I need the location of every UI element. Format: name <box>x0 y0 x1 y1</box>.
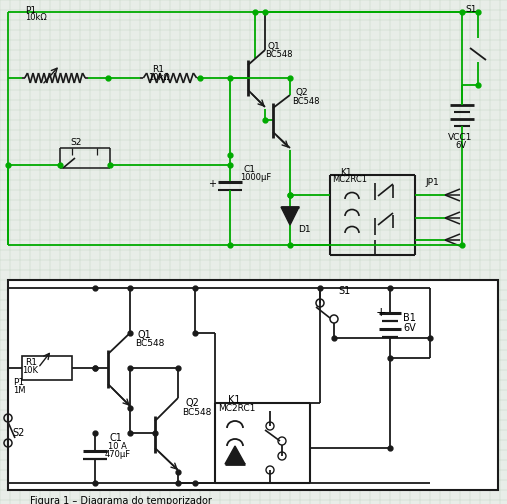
Text: Q2: Q2 <box>295 88 308 97</box>
Text: Q2: Q2 <box>185 398 199 408</box>
Text: 10kΩ: 10kΩ <box>25 13 47 22</box>
Text: +: + <box>376 306 387 319</box>
Text: S1: S1 <box>465 5 477 14</box>
Text: Q1: Q1 <box>138 330 152 340</box>
Text: +: + <box>208 179 216 189</box>
Text: P1: P1 <box>13 378 24 387</box>
Text: S2: S2 <box>12 428 24 438</box>
Text: C1: C1 <box>244 165 256 174</box>
Text: P1: P1 <box>25 6 36 15</box>
Text: BC548: BC548 <box>135 339 164 348</box>
Text: 470μF: 470μF <box>105 450 131 459</box>
Text: S1: S1 <box>338 286 350 296</box>
Text: 6V: 6V <box>403 323 416 333</box>
Text: 10 A: 10 A <box>108 442 127 451</box>
Text: BC548: BC548 <box>292 97 319 106</box>
Text: 10K: 10K <box>22 366 38 375</box>
Text: 6V: 6V <box>455 141 466 150</box>
Text: BC548: BC548 <box>265 50 293 59</box>
Text: B1: B1 <box>403 313 416 323</box>
Text: Figura 1 – Diagrama do temporizador: Figura 1 – Diagrama do temporizador <box>30 496 212 504</box>
Text: Q1: Q1 <box>268 42 281 51</box>
Text: D1: D1 <box>298 225 311 234</box>
Text: S2: S2 <box>70 138 82 147</box>
Text: JP1: JP1 <box>425 178 439 187</box>
Polygon shape <box>225 446 245 464</box>
Polygon shape <box>281 207 299 225</box>
Text: MC2RC1: MC2RC1 <box>218 404 256 413</box>
Text: VCC1: VCC1 <box>448 133 473 142</box>
Text: 10kΩ: 10kΩ <box>148 73 170 82</box>
Text: 1M: 1M <box>13 386 25 395</box>
Text: C1: C1 <box>110 433 123 443</box>
Text: R1: R1 <box>25 358 37 367</box>
Text: BC548: BC548 <box>182 408 211 417</box>
Text: 1000μF: 1000μF <box>240 173 271 182</box>
Text: R1: R1 <box>152 65 164 74</box>
Bar <box>22 356 72 380</box>
Text: K1: K1 <box>228 395 240 405</box>
Text: K1: K1 <box>340 168 352 177</box>
Bar <box>8 280 498 490</box>
Text: MC2RC1: MC2RC1 <box>332 175 367 184</box>
